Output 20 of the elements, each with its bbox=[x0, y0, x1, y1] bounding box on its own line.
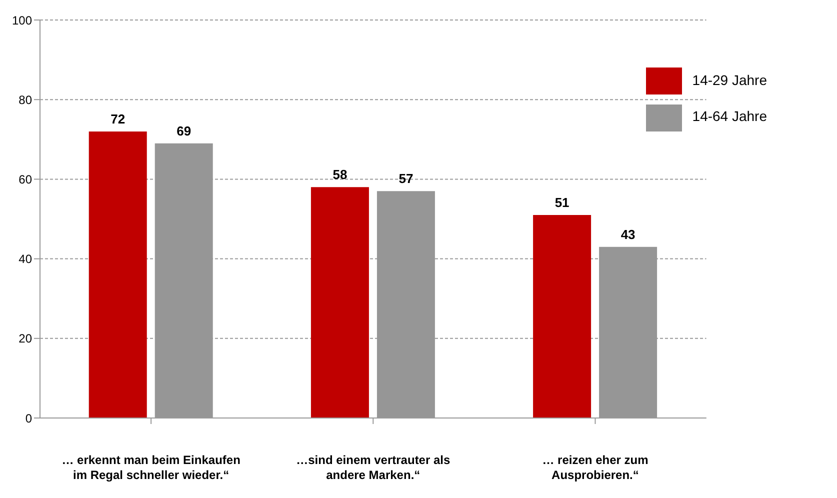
y-tick-label: 20 bbox=[18, 332, 32, 346]
y-tick-label: 40 bbox=[18, 252, 32, 266]
data-label: 57 bbox=[398, 171, 414, 186]
bar bbox=[88, 131, 147, 418]
data-label: 58 bbox=[332, 167, 348, 182]
y-tick-label: 80 bbox=[18, 92, 32, 107]
x-tick-label: …sind einem vertrauter als andere Marken.“ bbox=[296, 453, 450, 482]
legend-label: 14-29 Jahre bbox=[692, 72, 767, 88]
y-tick-label: 60 bbox=[18, 172, 32, 186]
data-label: 72 bbox=[110, 111, 126, 126]
data-label: 51 bbox=[554, 195, 570, 210]
y-tick-label: 0 bbox=[25, 411, 32, 426]
x-tick-label: … erkennt man beim Einkaufen im Regal schneller wieder.“ bbox=[62, 453, 240, 482]
data-label: 69 bbox=[176, 123, 192, 138]
y-tick-label: 100 bbox=[12, 13, 32, 28]
data-label: 43 bbox=[620, 226, 636, 242]
legend-label: 14-64 Jahre bbox=[692, 108, 767, 124]
x-tick-label: … reizen eher zum Ausprobieren.“ bbox=[542, 453, 648, 482]
bar bbox=[310, 187, 369, 418]
bar bbox=[533, 215, 592, 418]
